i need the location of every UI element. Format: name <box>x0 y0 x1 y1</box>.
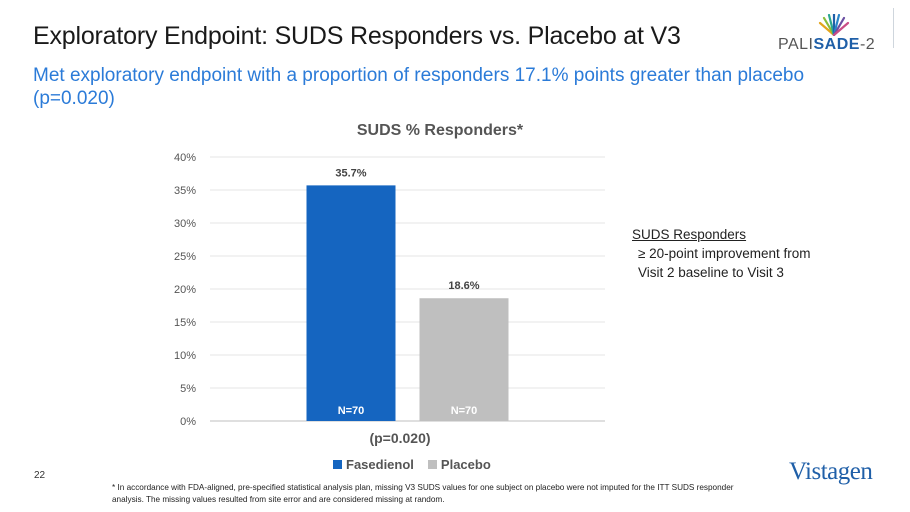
legend-swatch-placebo <box>427 460 437 469</box>
data-label: 35.7% <box>335 167 366 179</box>
n-label: N=70 <box>338 405 365 417</box>
side-note-heading: SUDS Responders <box>632 227 747 242</box>
chart-title: SUDS % Responders* <box>356 122 524 139</box>
suds-responders-definition: SUDS Responders ≥ 20-point improvement f… <box>632 225 810 282</box>
bar-fasedienol <box>306 185 396 421</box>
side-note-line-2: Visit 2 baseline to Visit 3 <box>638 265 784 280</box>
legend-entry-fasedienol: Fasedienol <box>333 457 414 472</box>
x-axis-label: (p=0.020) <box>369 430 431 446</box>
y-tick-label: 30% <box>174 218 196 230</box>
legend-entry-placebo: Placebo <box>427 457 491 472</box>
side-note-line-1: ≥ 20-point improvement from <box>638 246 811 261</box>
chart-legend: Fasedienol Placebo <box>333 457 491 472</box>
footnote: * In accordance with FDA-aligned, pre-sp… <box>112 483 734 504</box>
y-tick-label: 40% <box>174 152 196 164</box>
legend-label-placebo: Placebo <box>440 457 491 472</box>
bar-placebo <box>419 298 509 421</box>
vistagen-logo: Vistagen <box>789 458 873 485</box>
y-tick-label: 35% <box>174 185 196 197</box>
sunburst-icon <box>818 14 850 36</box>
slide-subtitle: Met exploratory endpoint with a proporti… <box>33 65 805 109</box>
y-tick-label: 20% <box>174 284 196 296</box>
page-number: 22 <box>34 470 46 481</box>
data-label: 18.6% <box>448 280 479 292</box>
logo-divider <box>893 8 894 48</box>
palisade-2-logo: PALISADE-2 <box>778 14 888 56</box>
y-tick-label: 10% <box>174 350 196 362</box>
legend-label-fasedienol: Fasedienol <box>346 457 414 472</box>
y-tick-label: 0% <box>180 416 196 428</box>
palisade-2-wordmark: PALISADE-2 <box>778 36 876 53</box>
n-label: N=70 <box>451 405 478 417</box>
legend-swatch-fasedienol <box>333 460 342 469</box>
y-tick-label: 5% <box>180 383 196 395</box>
y-tick-label: 15% <box>174 317 196 329</box>
slide-title: Exploratory Endpoint: SUDS Responders vs… <box>33 22 681 50</box>
y-tick-label: 25% <box>174 251 196 263</box>
